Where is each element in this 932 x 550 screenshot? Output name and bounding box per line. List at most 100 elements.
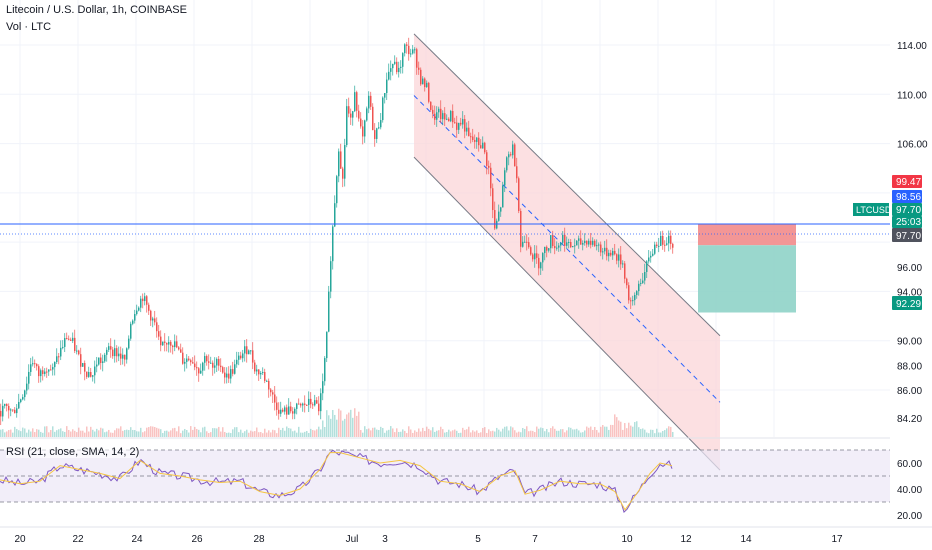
volume-bar xyxy=(40,431,42,437)
volume-bar xyxy=(652,429,654,437)
volume-bar xyxy=(302,432,304,437)
volume-bar xyxy=(244,431,246,437)
volume-bar xyxy=(372,427,374,437)
volume-bar xyxy=(412,432,414,437)
volume-bar xyxy=(272,429,274,437)
volume-bar xyxy=(352,417,354,437)
volume-bar xyxy=(638,427,640,437)
volume-bar xyxy=(250,430,252,437)
volume-bar xyxy=(224,431,226,437)
rsi-legend: RSI (21, close, SMA, 14, 2) xyxy=(6,446,140,458)
volume-bar xyxy=(90,426,92,437)
candle-body xyxy=(632,300,634,302)
stop-price-badge: 99.47 xyxy=(892,175,922,188)
volume-bar xyxy=(330,418,332,437)
volume-bar xyxy=(78,427,80,437)
volume-bar xyxy=(186,430,188,437)
candle-body xyxy=(658,245,660,247)
candle-body xyxy=(254,362,256,372)
candle-body xyxy=(232,369,234,374)
candle-body xyxy=(44,371,46,374)
candle-body xyxy=(608,252,610,257)
symbol-tag-bg xyxy=(853,203,889,216)
candle-body xyxy=(174,341,176,348)
volume-bar xyxy=(100,427,102,437)
candle-body xyxy=(446,118,448,120)
countdown-badge-text: 25:03 xyxy=(896,217,921,228)
candle-body xyxy=(618,254,620,261)
volume-bar xyxy=(520,432,522,437)
candle-body xyxy=(82,363,84,367)
candle-body xyxy=(624,263,626,279)
candle-body xyxy=(168,341,170,345)
candle-body xyxy=(358,110,360,119)
candle-body xyxy=(252,350,254,363)
volume-bar xyxy=(144,431,146,437)
volume-bar xyxy=(260,432,262,437)
candle-body xyxy=(488,165,490,168)
candle-body xyxy=(590,240,592,245)
candle-body xyxy=(490,167,492,189)
candle-body xyxy=(262,372,264,374)
candle-body xyxy=(104,354,106,362)
volume-bar xyxy=(626,428,628,437)
candle-body xyxy=(584,240,586,244)
candle-body xyxy=(344,145,346,179)
volume-bar xyxy=(564,432,566,437)
candle-body xyxy=(338,151,340,177)
candle-body xyxy=(176,341,178,348)
candle-body xyxy=(112,349,114,357)
candle-body xyxy=(306,404,308,406)
volume-bar xyxy=(628,422,630,437)
x-tick-label: 24 xyxy=(131,534,143,545)
candle-body xyxy=(598,244,600,246)
candle-body xyxy=(546,246,548,251)
volume-bar xyxy=(212,428,214,437)
volume-bar xyxy=(476,430,478,437)
volume-bar xyxy=(222,427,224,437)
volume-bar xyxy=(426,426,428,437)
candle-body xyxy=(42,370,44,374)
volume-bar xyxy=(492,430,494,437)
candle-body xyxy=(100,357,102,363)
volume-bar xyxy=(228,432,230,437)
candle-body xyxy=(224,372,226,378)
volume-bar xyxy=(248,432,250,437)
volume-bar xyxy=(72,429,74,437)
volume-bar xyxy=(510,426,512,437)
x-tick-label: 14 xyxy=(740,534,752,545)
candle-body xyxy=(336,176,338,204)
candle-body xyxy=(542,253,544,263)
candle-body xyxy=(410,53,412,55)
volume-bar xyxy=(320,429,322,437)
volume-bar xyxy=(468,426,470,437)
entry-price-badge: 98.56 xyxy=(892,190,922,203)
stop-loss-zone xyxy=(698,224,796,246)
candle-body xyxy=(670,235,672,244)
volume-bar xyxy=(316,429,318,437)
candle-body xyxy=(644,272,646,281)
volume-bar xyxy=(526,426,528,437)
candle-body xyxy=(634,294,636,301)
volume-bar xyxy=(92,429,94,437)
candle-body xyxy=(124,354,126,360)
y-axis: 114.00 110.00 106.00 96.00 94.00 90.00 88.00 86… xyxy=(897,41,928,425)
volume-bar xyxy=(76,432,78,437)
volume-bar xyxy=(336,419,338,437)
volume-bar xyxy=(538,428,540,437)
volume-bar xyxy=(438,430,440,437)
volume-bar xyxy=(32,428,34,437)
candle-body xyxy=(18,402,20,409)
volume-bar xyxy=(670,426,672,437)
volume-bar xyxy=(474,431,476,437)
volume-bar xyxy=(86,426,88,437)
volume-bar xyxy=(460,432,462,437)
candle-body xyxy=(402,53,404,67)
volume-bar xyxy=(254,431,256,437)
candle-body xyxy=(630,300,632,302)
candle-body xyxy=(516,166,518,179)
y-tick-label: 114.00 xyxy=(897,41,927,52)
candle-body xyxy=(162,341,164,346)
x-tick-label: 17 xyxy=(831,534,843,545)
